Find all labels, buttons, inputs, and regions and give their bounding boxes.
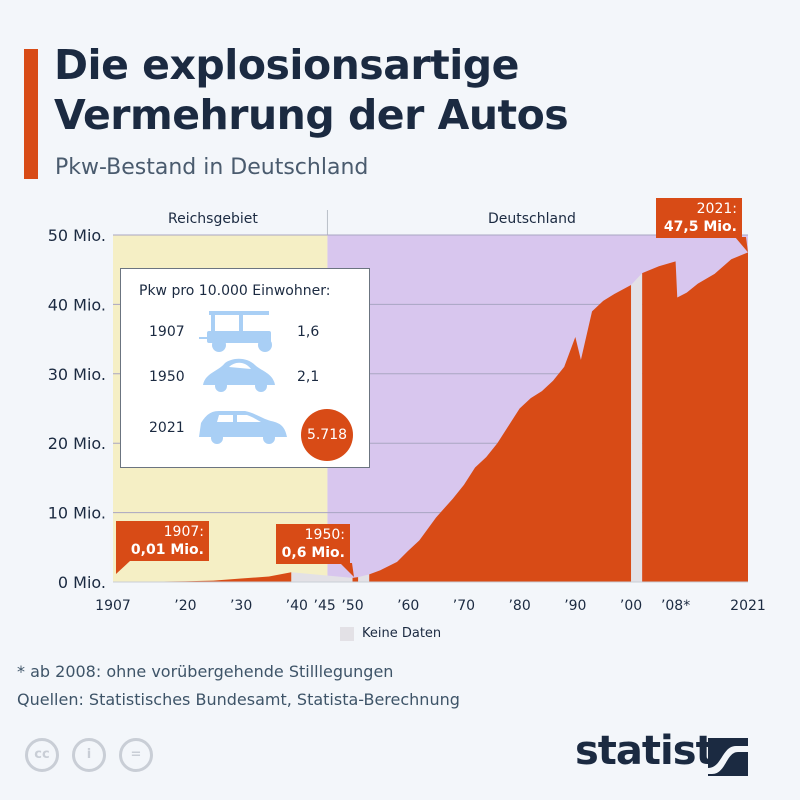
area-segment xyxy=(352,577,359,582)
source-note: Quellen: Statistisches Bundesamt, Statis… xyxy=(17,690,460,709)
x-tick-label: ’30 xyxy=(230,598,252,614)
inset-title: Pkw pro 10.000 Einwohner: xyxy=(139,283,331,299)
no-derivatives-icon[interactable]: = xyxy=(119,738,153,772)
x-tick-label: ’70 xyxy=(453,598,475,614)
no-data-area xyxy=(291,572,353,582)
statista-logo-mark-icon xyxy=(708,738,748,776)
x-tick-label: ’80 xyxy=(508,598,530,614)
x-tick-label: ’50 xyxy=(341,598,363,614)
x-tick-label: ’90 xyxy=(564,598,586,614)
region-label-reichsgebiet: Reichsgebiet xyxy=(168,211,258,227)
x-tick-label: 2021 xyxy=(730,598,766,614)
footnote: * ab 2008: ohne vorübergehende Stilllegu… xyxy=(17,662,394,681)
inset-value-2021-badge: 5.718 xyxy=(301,409,353,461)
y-tick-label: 50 Mio. xyxy=(48,226,106,245)
x-tick-label: 1907 xyxy=(95,598,131,614)
creative-commons-icon[interactable]: cc xyxy=(25,738,59,772)
attribution-icon[interactable]: i xyxy=(72,738,106,772)
callout-1950-year: 1950: xyxy=(304,527,345,543)
inset-year-1907: 1907 xyxy=(149,324,185,340)
callout-1950-pointer xyxy=(340,563,354,577)
legend-label-no-data: Keine Daten xyxy=(362,626,442,641)
inset-year-2021: 2021 xyxy=(149,420,185,436)
y-tick-label: 40 Mio. xyxy=(48,295,106,314)
callout-2021-pointer xyxy=(735,237,748,253)
y-tick-label: 0 Mio. xyxy=(58,573,106,592)
y-tick-label: 20 Mio. xyxy=(48,434,106,453)
x-tick-label: ’08* xyxy=(661,598,690,614)
y-tick-label: 10 Mio. xyxy=(48,504,106,523)
area-segment xyxy=(113,572,292,582)
legend: Keine Daten xyxy=(340,626,441,641)
page-title: Die explosionsartige Vermehrung der Auto… xyxy=(54,40,569,140)
inset-value-1950: 2,1 xyxy=(297,369,320,385)
callout-1907-pointer xyxy=(116,561,130,574)
callout-1907-value: 0,01 Mio. xyxy=(130,542,204,558)
modern-car-icon xyxy=(199,411,287,444)
callout-1950: 1950: 0,6 Mio. xyxy=(276,524,350,564)
callout-1907: 1907: 0,01 Mio. xyxy=(116,521,209,561)
title-line-1: Die explosionsartige xyxy=(54,41,519,89)
area-segment xyxy=(369,284,632,582)
vintage-car-icon xyxy=(199,311,272,352)
subtitle: Pkw-Bestand in Deutschland xyxy=(55,155,369,180)
area-segment xyxy=(642,252,748,582)
x-tick-label: ’60 xyxy=(397,598,419,614)
callout-1950-value: 0,6 Mio. xyxy=(281,545,345,561)
inset-value-1907: 1,6 xyxy=(297,324,320,340)
x-tick-label: ’45 xyxy=(314,598,336,614)
accent-bar xyxy=(24,49,38,179)
no-data-area xyxy=(631,273,643,582)
inset-cars-per-capita: Pkw pro 10.000 Einwohner: 1907 1,6 1950 … xyxy=(120,268,370,468)
inset-year-1950: 1950 xyxy=(149,369,185,385)
callout-2021: 2021: 47,5 Mio. xyxy=(656,198,742,238)
y-tick-label: 30 Mio. xyxy=(48,365,106,384)
legend-swatch-no-data xyxy=(340,626,354,641)
region-label-deutschland: Deutschland xyxy=(488,211,576,227)
beetle-car-icon xyxy=(203,358,275,392)
x-tick-label: ’20 xyxy=(174,598,196,614)
x-tick-label: ’40 xyxy=(286,598,308,614)
x-tick-label: ’00 xyxy=(620,598,642,614)
title-line-2: Vermehrung der Autos xyxy=(54,91,569,139)
callout-1907-year: 1907: xyxy=(163,524,204,540)
no-data-area xyxy=(358,574,370,582)
callout-2021-year: 2021: xyxy=(696,201,737,217)
callout-2021-value: 47,5 Mio. xyxy=(663,219,737,235)
